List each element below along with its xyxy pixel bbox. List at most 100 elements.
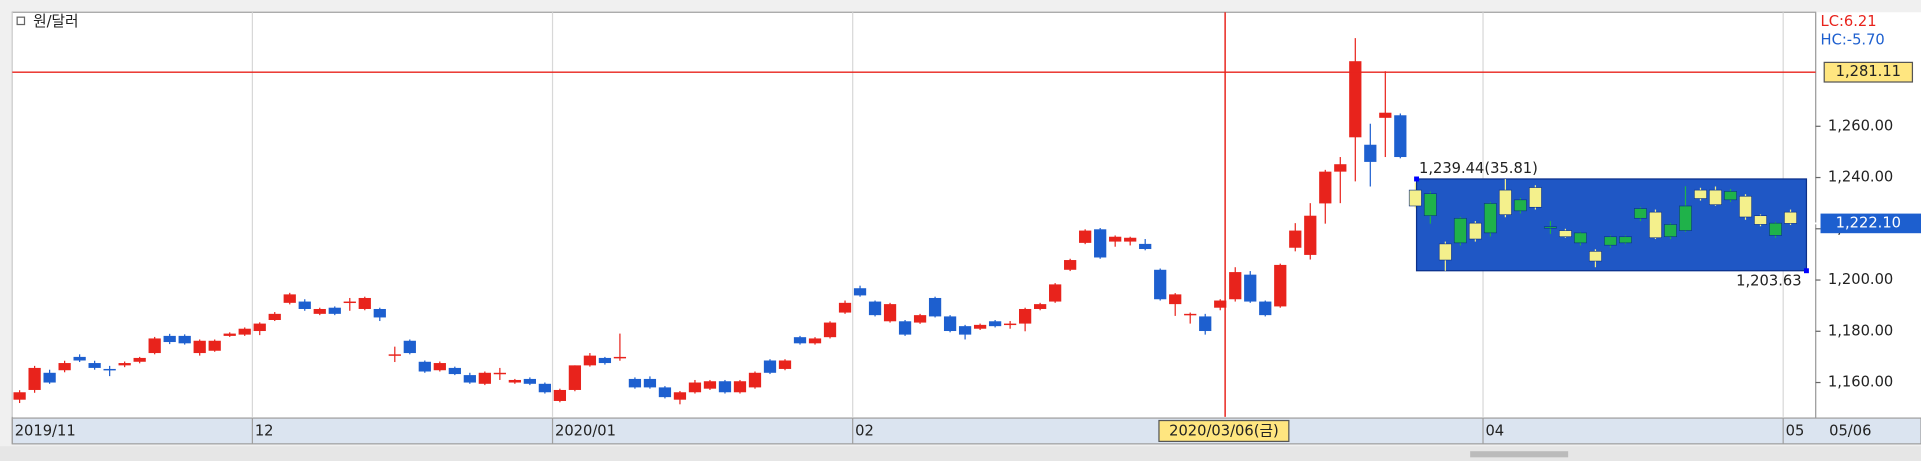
scroll-thumb[interactable]	[1470, 451, 1569, 458]
candle-body	[1694, 189, 1707, 199]
candle-body	[1394, 115, 1407, 158]
candle-body	[1498, 189, 1512, 215]
crosshair-label-box	[1158, 419, 1290, 442]
candle-body	[1169, 294, 1182, 305]
y-tick-label: 1,240.00	[1828, 169, 1893, 186]
candle-body	[538, 383, 552, 393]
candle-body	[1349, 61, 1362, 138]
candle-body	[1049, 284, 1062, 302]
candle-body	[1034, 304, 1047, 309]
candle-body	[1364, 144, 1377, 162]
candle-body	[853, 288, 867, 296]
current-label-box	[1820, 213, 1921, 234]
candle-body	[1319, 171, 1332, 204]
candle-body	[1124, 237, 1137, 242]
candle-body	[1423, 193, 1437, 217]
candle-body	[403, 340, 416, 354]
y-tick-label: 1,160.00	[1828, 374, 1893, 391]
candle-body	[28, 367, 41, 390]
candle-body	[1664, 224, 1677, 238]
candle-body	[13, 392, 26, 400]
candle-body	[478, 372, 491, 384]
candle-body	[1139, 243, 1152, 250]
candle-body	[313, 308, 326, 314]
candle-body	[1304, 215, 1317, 255]
lc-label: LC:6.21	[1821, 13, 1877, 30]
candle-body	[148, 338, 161, 354]
legend: 원/달러	[33, 13, 78, 30]
candle-body	[1259, 301, 1272, 316]
candle-body	[1784, 211, 1797, 224]
candle-body	[43, 372, 56, 383]
candle-body	[1543, 226, 1557, 229]
candle-body	[373, 308, 386, 318]
candle-body	[748, 372, 762, 388]
candle-body	[163, 335, 176, 343]
candle-body	[223, 333, 236, 336]
candle-body	[1109, 236, 1122, 242]
scrollbar[interactable]	[0, 446, 1921, 461]
candle-body	[1453, 217, 1467, 244]
candle-body	[643, 378, 657, 388]
candle-body	[1709, 189, 1722, 206]
candle-body	[253, 323, 266, 332]
candle-body	[193, 340, 206, 354]
candle-body	[673, 392, 687, 400]
candle-body	[1184, 313, 1197, 316]
candle-body	[838, 302, 852, 313]
candle-body	[1018, 308, 1032, 324]
candle-body	[1003, 323, 1017, 326]
candle-body	[553, 389, 567, 401]
x-axis-strip	[11, 417, 1921, 445]
candle-body	[928, 297, 942, 317]
candle-body	[508, 379, 521, 383]
candle-body	[898, 321, 912, 335]
candle-body	[118, 363, 131, 366]
candle-body	[988, 321, 1002, 327]
x-tick-label: 2019/11	[15, 423, 76, 440]
candle-body	[703, 381, 717, 389]
candle-body	[463, 375, 476, 383]
candle-body	[1154, 269, 1167, 300]
y-tick-label: 1,260.00	[1828, 117, 1893, 134]
x-tick-label: 04	[1485, 423, 1504, 440]
candle-body	[493, 372, 506, 375]
candle-body	[1754, 215, 1767, 225]
candle-body	[763, 360, 777, 373]
candle-body	[613, 356, 627, 359]
candle-body	[868, 301, 882, 316]
hc-label: HC:-5.70	[1821, 31, 1885, 48]
candle-body	[133, 357, 146, 362]
candle-body	[103, 368, 116, 371]
candle-body	[1229, 272, 1242, 300]
candle-body	[328, 307, 341, 314]
candle-body	[1603, 236, 1617, 246]
x-tick-label: 05	[1786, 423, 1805, 440]
candle-body	[823, 322, 837, 338]
candle-body	[1619, 236, 1632, 244]
legend-swatch	[16, 16, 26, 26]
candle-body	[1438, 243, 1452, 261]
candle-body	[238, 328, 251, 335]
candle-body	[658, 387, 672, 398]
y-tick-label: 1,200.00	[1828, 271, 1893, 288]
h-line-label-box	[1823, 61, 1914, 83]
candle-body	[568, 365, 582, 390]
crosshair-label: 2020/03/06(금)	[1169, 423, 1279, 440]
x-tick-label: 2020/01	[555, 423, 616, 440]
selection-high-label: 1,239.44(35.81)	[1419, 160, 1538, 177]
candle-body	[1408, 189, 1422, 207]
candle-body	[778, 360, 792, 369]
candle-body	[283, 294, 296, 303]
candle-body	[358, 297, 371, 309]
candle-body	[1513, 199, 1527, 212]
candle-body	[1274, 264, 1287, 307]
candle-body	[1064, 260, 1077, 270]
candle-body	[913, 315, 927, 323]
selection-low-label: 1,203.63	[1736, 273, 1801, 290]
candle-body	[808, 338, 822, 344]
selection-handle	[1804, 268, 1809, 274]
candle-body	[388, 354, 401, 356]
